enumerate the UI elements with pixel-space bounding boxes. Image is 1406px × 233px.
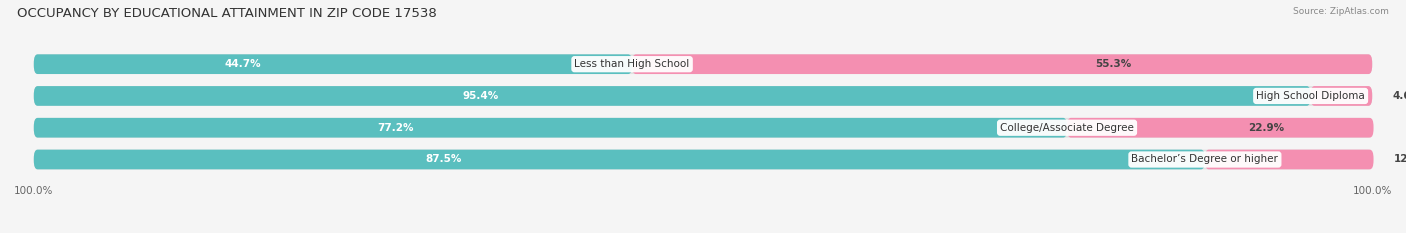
Text: Less than High School: Less than High School [575, 59, 690, 69]
FancyBboxPatch shape [633, 54, 1372, 74]
Text: 22.9%: 22.9% [1249, 123, 1284, 133]
Text: 44.7%: 44.7% [225, 59, 262, 69]
Text: High School Diploma: High School Diploma [1256, 91, 1365, 101]
Text: 77.2%: 77.2% [377, 123, 413, 133]
FancyBboxPatch shape [34, 86, 1310, 106]
Text: OCCUPANCY BY EDUCATIONAL ATTAINMENT IN ZIP CODE 17538: OCCUPANCY BY EDUCATIONAL ATTAINMENT IN Z… [17, 7, 437, 20]
FancyBboxPatch shape [34, 86, 1372, 106]
Text: 12.6%: 12.6% [1393, 154, 1406, 164]
FancyBboxPatch shape [34, 118, 1067, 137]
FancyBboxPatch shape [1205, 150, 1374, 169]
FancyBboxPatch shape [34, 54, 633, 74]
FancyBboxPatch shape [34, 118, 1372, 137]
Text: 55.3%: 55.3% [1095, 59, 1132, 69]
Text: 4.6%: 4.6% [1392, 91, 1406, 101]
Text: Source: ZipAtlas.com: Source: ZipAtlas.com [1294, 7, 1389, 16]
Text: 87.5%: 87.5% [426, 154, 463, 164]
Text: College/Associate Degree: College/Associate Degree [1000, 123, 1135, 133]
Legend: Owner-occupied, Renter-occupied: Owner-occupied, Renter-occupied [593, 231, 813, 233]
FancyBboxPatch shape [34, 150, 1205, 169]
FancyBboxPatch shape [1067, 118, 1374, 137]
Text: Bachelor’s Degree or higher: Bachelor’s Degree or higher [1132, 154, 1278, 164]
Text: 95.4%: 95.4% [463, 91, 499, 101]
FancyBboxPatch shape [34, 54, 1372, 74]
FancyBboxPatch shape [34, 150, 1372, 169]
FancyBboxPatch shape [1310, 86, 1372, 106]
